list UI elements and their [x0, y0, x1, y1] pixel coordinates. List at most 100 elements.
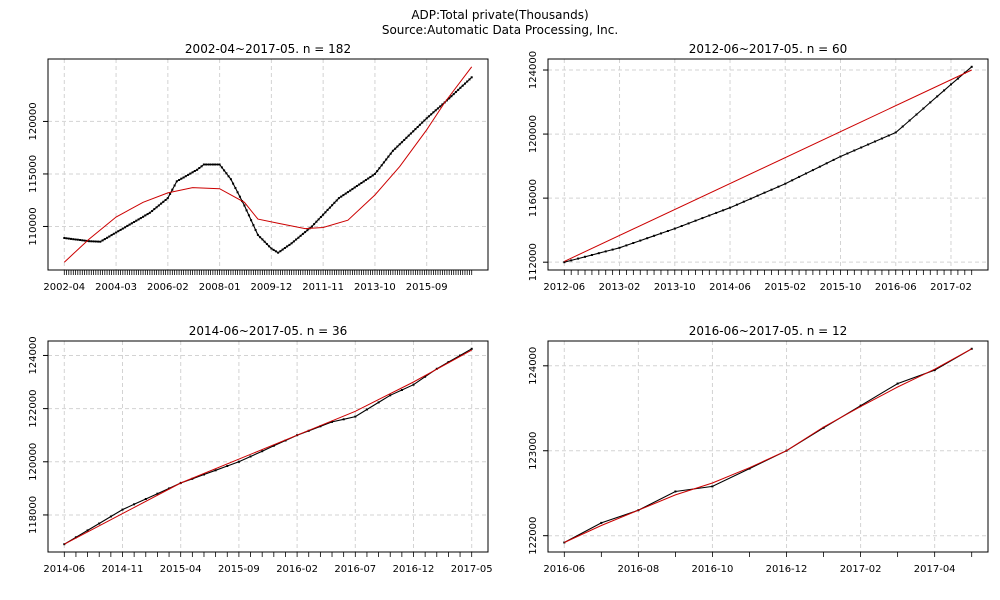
data-point — [409, 132, 412, 135]
data-line — [564, 66, 973, 263]
data-point — [317, 218, 320, 221]
data-point — [333, 201, 336, 204]
data-point — [439, 105, 442, 108]
data-point — [175, 180, 178, 183]
data-point — [400, 389, 403, 391]
y-tick-label: 116000 — [528, 179, 539, 217]
data-point — [200, 165, 203, 168]
data-point — [261, 238, 264, 241]
x-tick-label: 2004-03 — [95, 282, 137, 293]
data-point — [324, 211, 327, 214]
data-point — [99, 240, 102, 243]
data-point — [171, 188, 174, 191]
data-point — [272, 248, 275, 251]
x-tick-label: 2002-04 — [43, 282, 85, 293]
data-point — [646, 237, 649, 240]
data-point — [182, 176, 185, 179]
data-point — [76, 238, 79, 241]
x-tick-label: 2013-10 — [354, 282, 396, 293]
data-point — [283, 247, 286, 249]
data-point — [867, 143, 870, 146]
data-point — [423, 119, 426, 122]
data-point — [153, 208, 156, 211]
data-point — [915, 113, 918, 116]
data-point — [353, 186, 356, 189]
data-point — [166, 197, 169, 200]
plot-frame — [47, 340, 489, 553]
data-point — [187, 173, 190, 176]
data-point — [315, 220, 318, 223]
data-point — [137, 218, 140, 221]
y-tick-label: 120000 — [528, 115, 539, 153]
data-point — [450, 95, 453, 98]
data-point — [371, 174, 374, 177]
data-point — [326, 208, 329, 211]
data-point — [466, 80, 469, 83]
data-point — [694, 219, 697, 222]
data-point — [846, 152, 849, 155]
x-tick-label: 2017-02 — [930, 282, 972, 293]
x-tick-label: 2016-06 — [543, 564, 585, 575]
data-point — [109, 515, 112, 518]
data-point — [106, 236, 109, 239]
data-point — [722, 209, 725, 212]
data-point — [117, 230, 120, 233]
data-point — [238, 195, 241, 198]
data-point — [874, 140, 876, 143]
data-point — [202, 163, 205, 166]
data-point — [584, 255, 586, 258]
data-point — [391, 149, 394, 152]
x-tick-label: 2009-12 — [250, 282, 292, 293]
data-point — [252, 224, 255, 227]
data-point — [121, 227, 124, 230]
data-point — [853, 149, 856, 152]
data-point — [457, 88, 460, 91]
data-point — [421, 121, 424, 124]
data-point — [342, 194, 345, 197]
data-point — [459, 354, 462, 357]
data-point — [121, 508, 124, 511]
data-point — [281, 248, 284, 251]
data-point — [304, 231, 307, 234]
data-point — [950, 83, 952, 86]
data-point — [178, 179, 181, 181]
data-point — [436, 107, 439, 110]
data-point — [425, 117, 428, 120]
data-point — [203, 473, 205, 476]
data-point — [226, 465, 229, 467]
data-point — [86, 529, 89, 532]
x-tick-label: 2013-10 — [654, 282, 696, 293]
data-point — [818, 165, 821, 168]
data-point — [354, 415, 357, 418]
y-tick-label: 124000 — [528, 51, 539, 89]
data-point — [887, 134, 890, 137]
data-point — [367, 177, 370, 180]
data-point — [225, 172, 228, 175]
data-point — [160, 202, 163, 205]
data-point — [362, 180, 365, 183]
data-point — [286, 245, 289, 248]
data-point — [232, 182, 235, 185]
x-tick-label: 2014-06 — [709, 282, 751, 293]
data-point — [119, 228, 122, 231]
data-point — [180, 177, 183, 180]
data-point — [340, 195, 343, 198]
data-point — [249, 455, 252, 458]
y-tick-label: 110000 — [28, 207, 39, 245]
fit-line — [564, 348, 972, 543]
x-tick-label: 2017-04 — [914, 564, 956, 575]
chart-panel-3: 2014-06~2017-05. n = 36 2014-06 2014-11 201… — [28, 324, 493, 575]
data-point — [94, 240, 97, 243]
y-tick-label: 122000 — [28, 390, 39, 428]
data-point — [763, 191, 766, 194]
data-point — [791, 179, 794, 182]
data-point — [860, 146, 863, 149]
data-line — [64, 348, 472, 545]
panel-title: 2002-04~2017-05. n = 182 — [185, 42, 351, 56]
data-point — [220, 166, 223, 169]
x-tick-label: 2017-02 — [840, 564, 882, 575]
plot-frame — [547, 340, 989, 553]
y-tick-label: 118000 — [28, 496, 39, 534]
data-point — [708, 214, 711, 217]
data-point — [687, 222, 690, 225]
